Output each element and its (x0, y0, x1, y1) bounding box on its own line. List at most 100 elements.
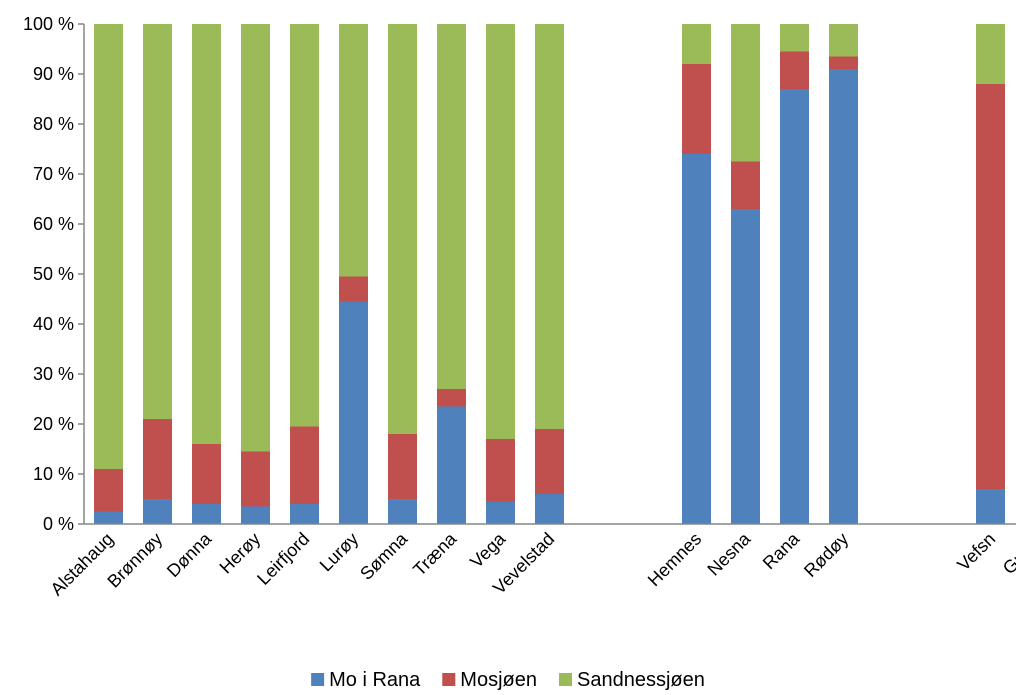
bar-segment (388, 434, 417, 499)
y-tick-label: 30 % (33, 364, 74, 384)
x-tick-label: Rødøy (800, 529, 852, 581)
bar-segment (339, 276, 368, 302)
bar-segment (290, 426, 319, 504)
bar-segment (192, 444, 221, 504)
x-tick-label: Grane (999, 529, 1016, 579)
bar-segment (731, 209, 760, 524)
y-axis: 0 % 10 % 20 % 30 % 40 % 50 % 60 % 70 % 80 % 90 % 1… (23, 14, 85, 534)
bar-segment (780, 24, 809, 52)
y-tick-label: 40 % (33, 314, 74, 334)
y-tick-label: 90 % (33, 64, 74, 84)
bar-segment (780, 51, 809, 89)
stacked-bar (535, 24, 564, 524)
y-tick-label: 50 % (33, 264, 74, 284)
bar-segment (829, 24, 858, 57)
bar-segment (241, 451, 270, 507)
bar-segment (486, 24, 515, 439)
bar-segment (535, 494, 564, 524)
x-tick-label: Dønna (163, 528, 216, 581)
legend: Mo i Rana Mosjøen Sandnessjøen (311, 669, 705, 691)
legend-label: Mosjøen (460, 669, 537, 691)
bar-segment (682, 154, 711, 524)
bar-plot-area (94, 24, 1005, 524)
stacked-bar (829, 24, 858, 524)
bar-segment (486, 501, 515, 524)
x-tick-label: Rana (759, 528, 804, 573)
x-tick-label: Træna (409, 528, 461, 580)
bar-segment (486, 439, 515, 502)
bar-segment (437, 406, 466, 524)
bar-segment (241, 506, 270, 524)
stacked-bar (437, 24, 466, 524)
legend-swatch (558, 673, 572, 686)
stacked-bar (731, 24, 760, 524)
legend-label: Mo i Rana (329, 669, 421, 691)
bar-segment (290, 504, 319, 524)
x-tick-label: Vega (466, 528, 510, 572)
stacked-bar (486, 24, 515, 524)
x-tick-label: Leirfjord (253, 529, 313, 589)
x-tick-label: Hemnes (644, 529, 706, 591)
bar-segment (731, 24, 760, 162)
x-tick-label: Lurøy (316, 529, 363, 576)
bar-segment (94, 469, 123, 512)
bar-segment (535, 24, 564, 429)
x-tick-label: Alstahaug (47, 529, 118, 600)
bar-segment (829, 56, 858, 69)
bar-segment (682, 64, 711, 154)
bar-segment (976, 24, 1005, 84)
legend-swatch (442, 673, 456, 686)
legend-item: Mo i Rana (311, 669, 421, 691)
bar-segment (682, 24, 711, 64)
stacked-bar (780, 24, 809, 524)
stacked-bar (339, 24, 368, 524)
stacked-bar (290, 24, 319, 524)
bar-segment (192, 504, 221, 524)
x-tick-label: Vefsn (953, 529, 999, 575)
x-tick-label: Brønnøy (103, 529, 166, 592)
bar-segment (192, 24, 221, 444)
bar-segment (143, 419, 172, 499)
bar-segment (143, 499, 172, 524)
y-tick-label: 10 % (33, 464, 74, 484)
bar-segment (388, 499, 417, 524)
y-tick-label: 20 % (33, 414, 74, 434)
y-tick-label: 100 % (23, 14, 74, 34)
bar-segment (339, 24, 368, 277)
bar-segment (437, 389, 466, 407)
legend-label: Sandnessjøen (577, 669, 705, 691)
stacked-bar (94, 24, 123, 524)
stacked-bar (241, 24, 270, 524)
bar-segment (241, 24, 270, 452)
bar-segment (290, 24, 319, 427)
x-tick-label: Sømna (356, 528, 412, 584)
legend-item: Mosjøen (442, 669, 537, 691)
bar-segment (829, 69, 858, 524)
y-tick-label: 70 % (33, 164, 74, 184)
bar-segment (143, 24, 172, 419)
legend-swatch (311, 673, 325, 686)
x-tick-label: Nesna (703, 528, 755, 580)
bar-segment (388, 24, 417, 434)
bar-segment (731, 161, 760, 209)
bar-segment (976, 489, 1005, 524)
legend-item: Sandnessjøen (558, 669, 705, 691)
bar-segment (535, 429, 564, 494)
bar-segment (437, 24, 466, 389)
bar-segment (94, 511, 123, 524)
stacked-bar (388, 24, 417, 524)
bar-segment (976, 84, 1005, 489)
y-tick-label: 60 % (33, 214, 74, 234)
bar-segment (94, 24, 123, 469)
stacked-bar (682, 24, 711, 524)
y-tick-label: 80 % (33, 114, 74, 134)
stacked-bar (976, 24, 1005, 524)
stacked-bar (192, 24, 221, 524)
y-tick-label: 0 % (43, 514, 74, 534)
stacked-bar (143, 24, 172, 524)
bar-segment (780, 89, 809, 524)
bar-segment (339, 301, 368, 524)
